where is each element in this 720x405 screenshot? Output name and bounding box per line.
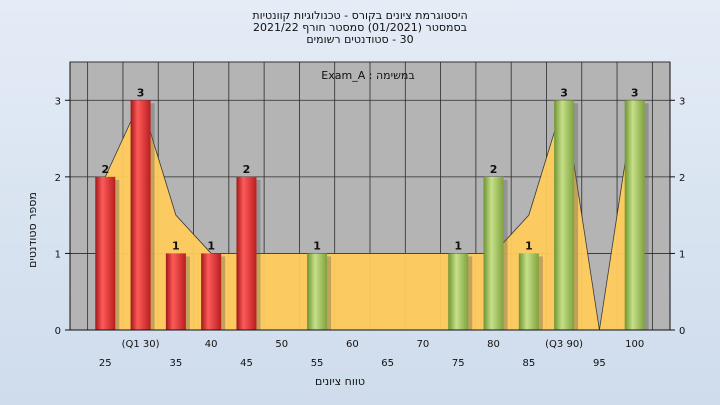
bar-value-label: 1 <box>454 239 462 252</box>
bar-value-label: 3 <box>631 86 639 99</box>
y-tick-label-left: 1 <box>55 249 61 260</box>
y-tick-label-right: 1 <box>679 249 685 260</box>
chart-title-line-1: היסטוגרמת ציונים בקורס - טכנולוגיות קוונ… <box>252 9 468 22</box>
y-tick-label-right: 0 <box>679 326 685 337</box>
y-tick-label-left: 0 <box>55 326 61 337</box>
bar-value-label: 1 <box>525 239 533 252</box>
x-tick-label: 85 <box>522 358 535 369</box>
bar <box>130 100 151 331</box>
x-tick-label: (Q3 90) <box>545 339 583 350</box>
chart-annotation: במשימה : Exam_A <box>321 69 414 82</box>
x-tick-label: 75 <box>452 358 465 369</box>
x-tick-label: 25 <box>99 358 112 369</box>
y-tick-label-left: 2 <box>55 173 61 184</box>
x-tick-label: (Q1 30) <box>122 339 160 350</box>
x-tick-label: 40 <box>205 339 218 350</box>
x-tick-label: 35 <box>170 358 183 369</box>
chart-title-line-2: בסמסטר (01/2021) סמסטר חורף 2021/22 <box>253 21 467 34</box>
x-tick-label: 70 <box>417 339 430 350</box>
bars-group: 2 3 1 1 2 1 1 2 1 3 3 <box>95 86 649 331</box>
y-tick-label-left: 3 <box>55 96 61 107</box>
x-axis-label: טווח ציונים <box>315 375 365 388</box>
bar-value-label: 1 <box>172 239 180 252</box>
x-tick-label: 80 <box>487 339 500 350</box>
y-tick-label-right: 2 <box>679 173 685 184</box>
x-tick-label: 55 <box>311 358 324 369</box>
bar <box>624 100 645 331</box>
bar-value-label: 2 <box>490 163 498 176</box>
bar-value-label: 3 <box>560 86 568 99</box>
x-tick-label: 60 <box>346 339 359 350</box>
bar <box>95 176 116 330</box>
chart-title-line-3: 30 - סטודנטים רשומים <box>306 33 414 46</box>
x-tick-label: 100 <box>625 339 644 350</box>
bar <box>201 253 222 330</box>
x-tick-label: 50 <box>275 339 288 350</box>
bar <box>518 253 539 330</box>
x-tick-label: 95 <box>593 358 606 369</box>
bar <box>236 176 257 330</box>
bar-value-label: 2 <box>101 163 109 176</box>
x-tick-label: 45 <box>240 358 253 369</box>
x-tick-label: 65 <box>381 358 394 369</box>
bar <box>483 176 504 330</box>
bar <box>554 100 575 331</box>
axes-group: 0 0 1 1 2 2 3 3 25 (Q1 30) 35 40 45 50 55 60 65 70 75 80 85 (… <box>55 62 685 369</box>
bar-value-label: 2 <box>243 163 251 176</box>
bar-value-label: 3 <box>137 86 145 99</box>
bar-value-label: 1 <box>313 239 321 252</box>
bar-value-label: 1 <box>207 239 215 252</box>
y-axis-label: מספר סטודנטים <box>26 192 39 268</box>
bar <box>165 253 186 330</box>
bar <box>448 253 469 330</box>
bar <box>307 253 328 330</box>
y-tick-label-right: 3 <box>679 96 685 107</box>
